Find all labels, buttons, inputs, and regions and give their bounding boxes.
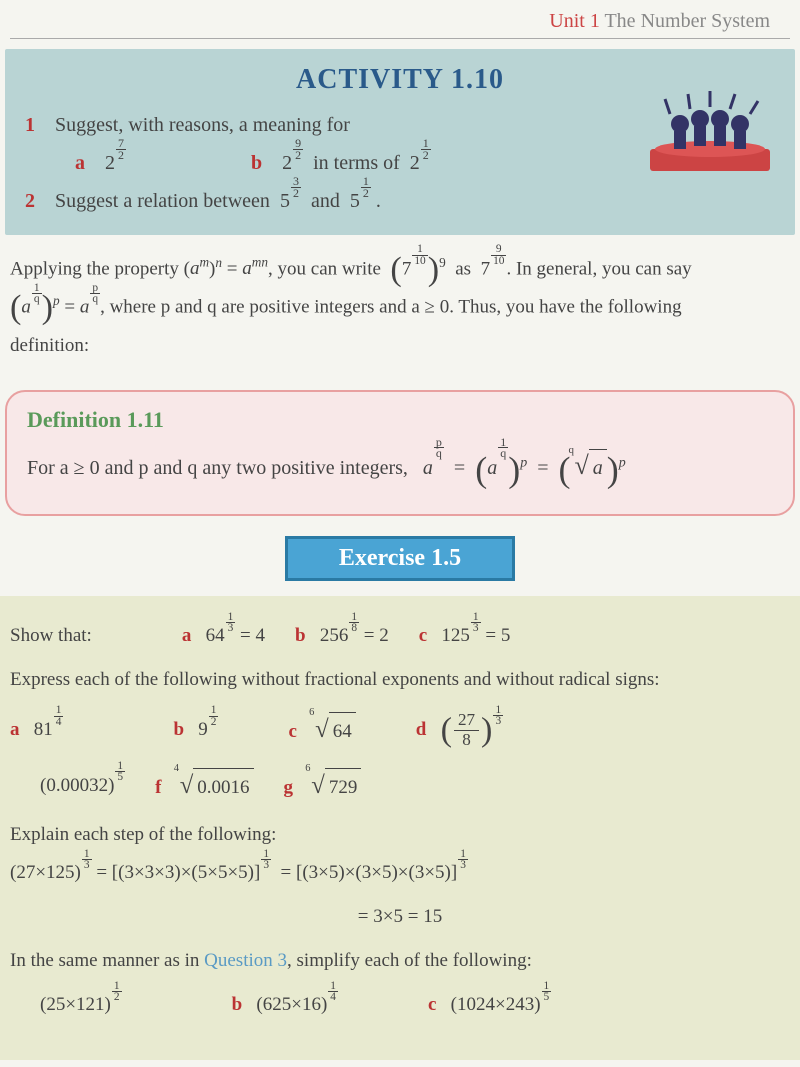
exercise-q2-row2: (0.00032)15 f 4√0.0016 g 6√729 — [10, 761, 790, 810]
q1b-label: b — [251, 152, 262, 174]
q2-number: 2 — [25, 190, 35, 212]
exercise-q2-row1: a 8114 b 912 c 6√64 d (278)13 — [10, 705, 790, 754]
question-ref: Question 3 — [204, 950, 287, 971]
q1a-expr: 272 — [105, 152, 131, 174]
activity-illustration — [640, 79, 780, 179]
q3-line2: = 3×5 = 15 — [10, 898, 790, 936]
q2-text: Suggest a relation between — [55, 190, 270, 212]
q1a-label: a — [75, 152, 85, 174]
unit-header: Unit 1 The Number System — [0, 0, 800, 38]
unit-label: Unit 1 — [549, 10, 600, 32]
definition-title: Definition 1.11 — [27, 407, 773, 433]
q1-text: Suggest, with reasons, a meaning for — [55, 114, 350, 136]
q2-prompt: Express each of the following without fr… — [10, 661, 790, 699]
textbook-page: Unit 1 The Number System ACTIVITY 1.10 — [0, 0, 800, 1067]
definition-box: Definition 1.11 For a ≥ 0 and p and q an… — [5, 390, 795, 517]
q3-prompt: Explain each step of the following: — [10, 816, 790, 854]
activity-q2: 2 Suggest a relation between 532 and 512… — [25, 182, 775, 220]
body-paragraph: Applying the property (am)n = amn, you c… — [0, 235, 800, 380]
definition-body: For a ≥ 0 and p and q any two positive i… — [27, 443, 773, 490]
exercise-q4: (25×121)12 b (625×16)14 c (1024×243)15 — [10, 986, 790, 1024]
q4-prompt: In the same manner as in Question 3, sim… — [10, 942, 790, 980]
q3-line1: (27×125)13 = [(3×3×3)×(5×5×5)]13 = [(3×5… — [10, 854, 790, 892]
header-divider — [10, 38, 790, 39]
exercise-banner: Exercise 1.5 — [285, 536, 515, 581]
q1-prompt: Show that: — [10, 617, 92, 655]
exercise-q1: Show that: a 6413 = 4 b 25618 = 2 c 1251… — [10, 617, 790, 655]
exercise-body: Show that: a 6413 = 4 b 25618 = 2 c 1251… — [0, 596, 800, 1060]
activity-box: ACTIVITY 1.10 1 Suggest, with reasons, a… — [5, 49, 795, 235]
unit-name: The Number System — [604, 10, 770, 32]
q1-number: 1 — [25, 114, 35, 136]
q1b-expr: 292 in terms of 212 — [282, 152, 431, 174]
